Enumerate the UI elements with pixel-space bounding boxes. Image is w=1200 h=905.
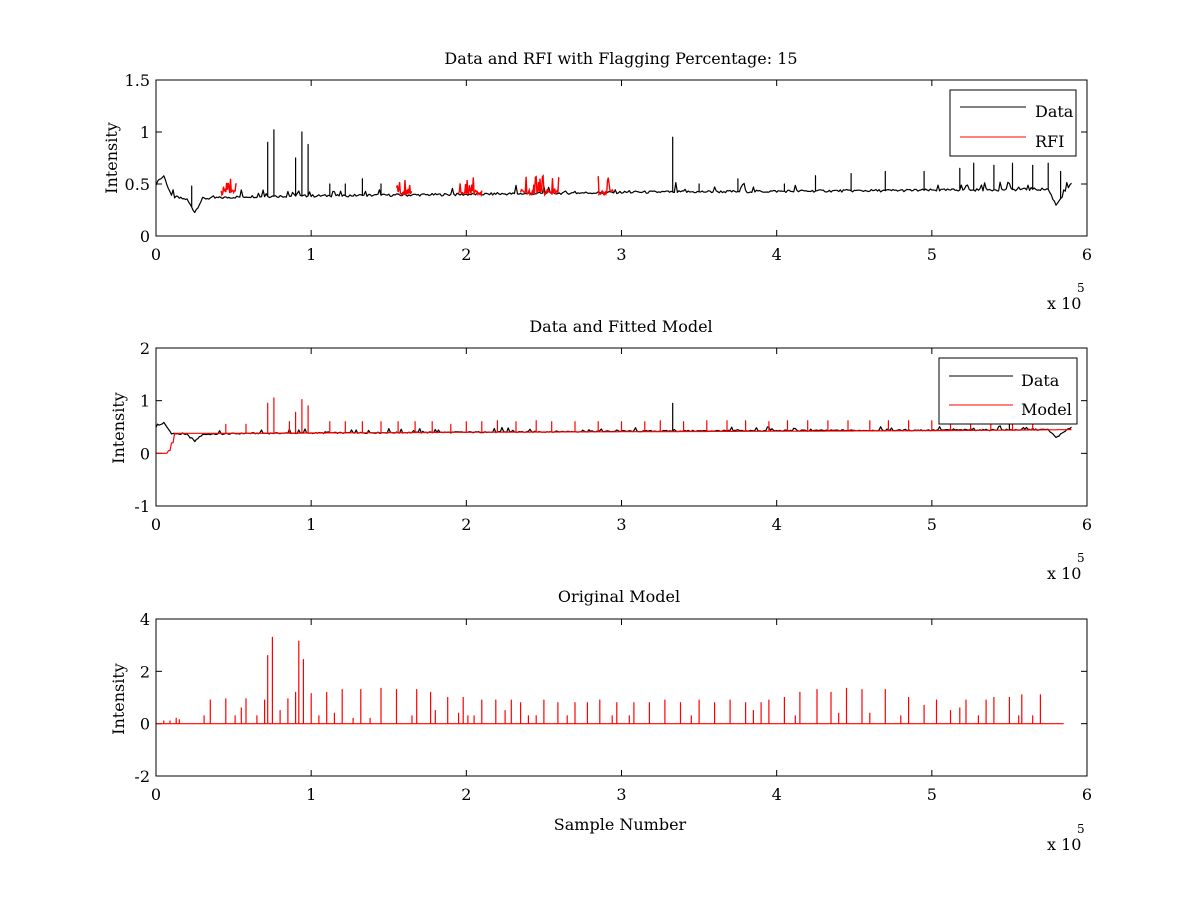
panel-title: Data and Fitted Model bbox=[529, 317, 712, 336]
y-tick-label: -2 bbox=[134, 767, 150, 786]
legend-entry-data: Data bbox=[1021, 371, 1060, 390]
x-tick-label: 5 bbox=[927, 785, 937, 804]
x-tick-label: 4 bbox=[772, 245, 782, 264]
x-tick-label: 6 bbox=[1082, 785, 1092, 804]
x-tick-label: 2 bbox=[461, 785, 471, 804]
y-tick-label: 0.5 bbox=[125, 175, 150, 194]
y-axis-label: Intensity bbox=[109, 663, 128, 735]
x-exponent-power: 5 bbox=[1077, 822, 1085, 836]
x-tick-label: 5 bbox=[927, 245, 937, 264]
legend-box bbox=[949, 89, 1077, 157]
x-axis-label: Sample Number bbox=[554, 815, 687, 834]
x-tick-label: 1 bbox=[306, 245, 316, 264]
x-tick-label: 0 bbox=[151, 515, 161, 534]
legend-box bbox=[938, 357, 1078, 425]
y-axis-label: Intensity bbox=[102, 122, 121, 194]
x-tick-label: 4 bbox=[772, 785, 782, 804]
x-tick-label: 1 bbox=[306, 785, 316, 804]
model-series-line bbox=[156, 397, 1072, 454]
rfi-segment bbox=[220, 178, 238, 197]
legend-entry-data: Data bbox=[1035, 102, 1074, 121]
y-tick-label: 1 bbox=[140, 392, 150, 411]
x-tick-label: 3 bbox=[616, 515, 626, 534]
x-exponent-power: 5 bbox=[1077, 551, 1085, 565]
x-exponent-power: 5 bbox=[1077, 281, 1085, 295]
x-tick-label: 6 bbox=[1082, 515, 1092, 534]
y-tick-label: 1.5 bbox=[125, 71, 150, 90]
panel-data-and-rfi: Data and RFI with Flagging Percentage: 1… bbox=[102, 49, 1092, 313]
y-tick-label: 0 bbox=[140, 715, 150, 734]
y-tick-label: 0 bbox=[140, 227, 150, 246]
axes-box bbox=[155, 618, 1088, 777]
y-tick-label: 2 bbox=[140, 339, 150, 358]
rfi-segment bbox=[597, 176, 615, 197]
x-tick-label: 3 bbox=[616, 245, 626, 264]
legend: Data RFI bbox=[949, 89, 1077, 157]
panel-original-model: Original Model Intensity Sample Number -… bbox=[109, 587, 1092, 854]
legend: Data Model bbox=[938, 357, 1078, 425]
x-tick-label: 1 bbox=[306, 515, 316, 534]
x-exponent-base: x 10 bbox=[1047, 835, 1081, 854]
y-tick-label: 0 bbox=[140, 444, 150, 463]
y-tick-label: 4 bbox=[140, 610, 150, 629]
data-series bbox=[155, 129, 1072, 214]
rfi-segment bbox=[519, 174, 560, 197]
x-tick-label: 3 bbox=[616, 785, 626, 804]
x-tick-label: 5 bbox=[927, 515, 937, 534]
axes-box bbox=[155, 79, 1088, 237]
y-tick-label: 1 bbox=[140, 123, 150, 142]
data-series-line bbox=[155, 129, 1072, 214]
rfi-segment bbox=[457, 177, 483, 198]
x-tick-label: 4 bbox=[772, 515, 782, 534]
y-tick-label: 2 bbox=[140, 662, 150, 681]
legend-entry-model: Model bbox=[1021, 400, 1072, 419]
y-tick-label: -1 bbox=[134, 497, 150, 516]
x-tick-label: 0 bbox=[151, 245, 161, 264]
panel-title: Data and RFI with Flagging Percentage: 1… bbox=[444, 49, 797, 68]
x-tick-label: 0 bbox=[151, 785, 161, 804]
axes-box bbox=[155, 347, 1088, 507]
x-exponent-base: x 10 bbox=[1047, 564, 1081, 583]
model-series bbox=[156, 636, 1064, 725]
legend-entry-rfi: RFI bbox=[1035, 132, 1064, 151]
x-tick-label: 6 bbox=[1082, 245, 1092, 264]
rfi-segment bbox=[395, 179, 413, 197]
rfi-series bbox=[220, 174, 615, 198]
x-tick-label: 2 bbox=[461, 245, 471, 264]
model-series bbox=[156, 397, 1072, 454]
panel-title: Original Model bbox=[558, 587, 680, 606]
y-axis-label: Intensity bbox=[109, 392, 128, 464]
model-series-line bbox=[156, 636, 1064, 725]
x-tick-label: 2 bbox=[461, 515, 471, 534]
x-exponent-base: x 10 bbox=[1047, 294, 1081, 313]
